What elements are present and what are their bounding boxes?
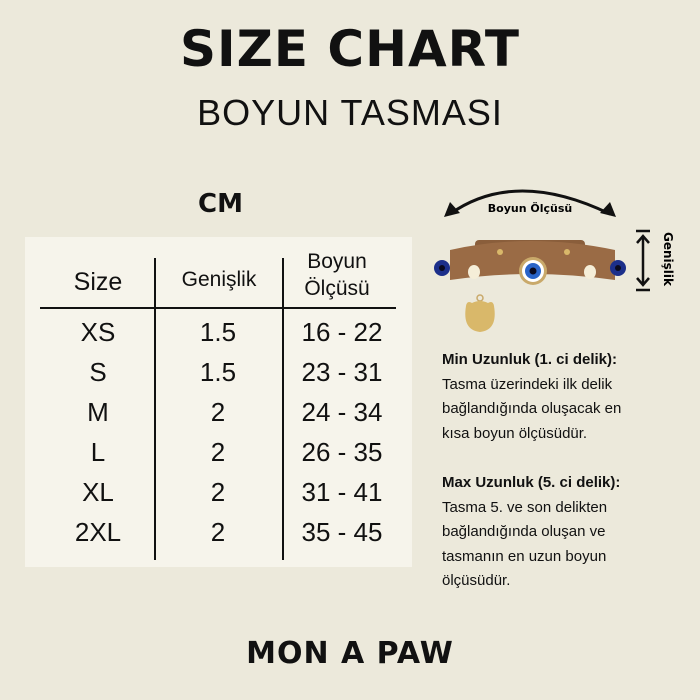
min-length-line: kısa boyun ölçüsüdür. bbox=[442, 424, 588, 442]
max-length-line: Tasma 5. ve son delikten bbox=[442, 498, 608, 516]
neck-measure-label: Boyun Ölçüsü bbox=[488, 201, 572, 215]
width-label: Genişlik bbox=[661, 232, 675, 287]
size-cell: M bbox=[87, 397, 109, 427]
width-cell: 2 bbox=[210, 477, 226, 507]
column-header-size: Size bbox=[73, 268, 123, 296]
neck-cell: 26 - 35 bbox=[301, 437, 383, 467]
min-length-info: Min Uzunluk (1. ci delik): Tasma üzerind… bbox=[442, 348, 692, 446]
size-cell: XL bbox=[82, 477, 114, 507]
size-cell: 2XL bbox=[74, 517, 122, 547]
width-cell: 1.5 bbox=[199, 317, 237, 347]
column-header-width: Genişlik bbox=[181, 268, 257, 291]
width-cell: 2 bbox=[210, 517, 226, 547]
max-length-title: Max Uzunluk (5. ci delik): bbox=[442, 474, 621, 491]
max-length-line: ölçüsüdür. bbox=[442, 572, 511, 590]
neck-arrow-icon bbox=[444, 189, 616, 217]
collar-diagram: Boyun Ölçüsü Genişlik bbox=[434, 189, 675, 332]
max-length-line: bağlandığında oluşan ve bbox=[442, 523, 606, 541]
page-subtitle: BOYUN TASMASI bbox=[197, 92, 503, 133]
page-title: SIZE CHART bbox=[179, 20, 521, 78]
width-cell: 2 bbox=[210, 437, 226, 467]
width-cell: 2 bbox=[210, 397, 226, 427]
max-length-line: tasmanın en uzun boyun bbox=[442, 547, 607, 565]
neck-cell: 35 - 45 bbox=[301, 517, 383, 547]
neck-cell: 24 - 34 bbox=[301, 397, 383, 427]
min-length-line: bağlandığında oluşacak en bbox=[442, 400, 622, 418]
header-divider bbox=[40, 307, 396, 309]
column-header-neck-line1: Boyun bbox=[307, 250, 367, 273]
size-cell: XS bbox=[80, 317, 116, 347]
max-length-info: Max Uzunluk (5. ci delik): Tasma 5. ve s… bbox=[442, 471, 692, 594]
width-arrow-icon bbox=[636, 229, 650, 292]
min-length-title: Min Uzunluk (1. ci delik): bbox=[442, 351, 618, 368]
neck-cell: 16 - 22 bbox=[301, 317, 383, 347]
neck-cell: 23 - 31 bbox=[301, 357, 383, 387]
min-length-line: Tasma üzerindeki ilk delik bbox=[442, 375, 613, 393]
column-divider bbox=[154, 258, 156, 560]
column-divider bbox=[282, 258, 284, 560]
size-cell: L bbox=[90, 437, 106, 467]
size-cell: S bbox=[89, 357, 107, 387]
column-header-neck-line2: Ölçüsü bbox=[304, 277, 370, 300]
unit-label: CM bbox=[198, 189, 243, 219]
collar-image bbox=[434, 240, 626, 332]
size-table: Size Genişlik Boyun Ölçüsü XS 1.5 16 - 22 S… bbox=[25, 237, 412, 567]
width-cell: 1.5 bbox=[199, 357, 237, 387]
neck-cell: 31 - 41 bbox=[301, 477, 383, 507]
brand-logo: MON A PAW bbox=[246, 636, 454, 671]
